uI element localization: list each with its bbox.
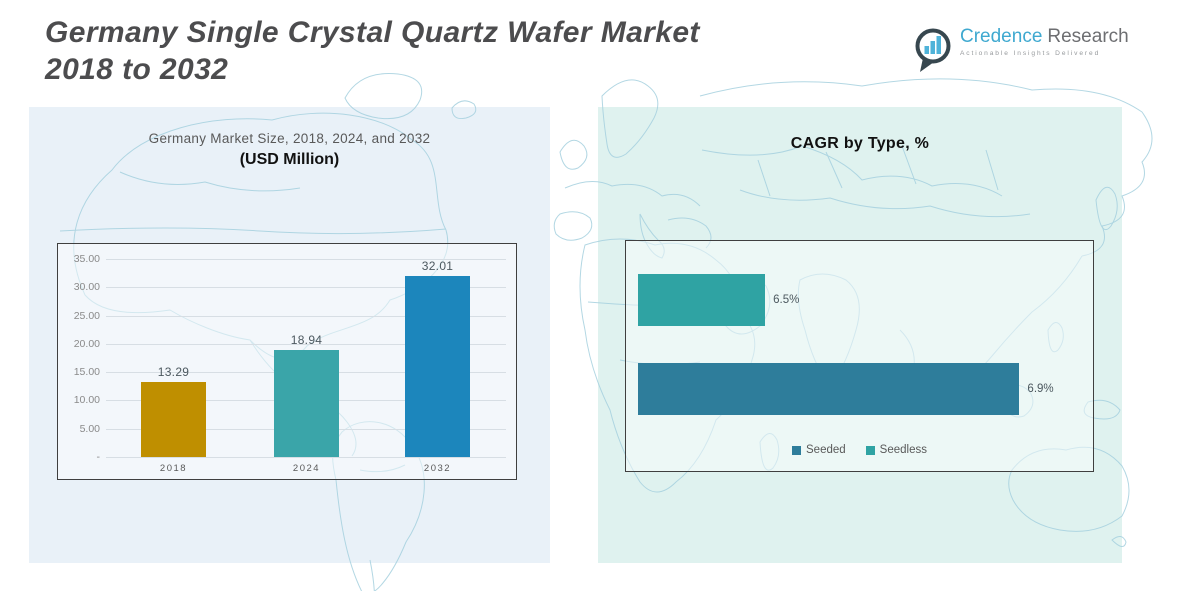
y-axis-tick-label: 15.00	[73, 366, 100, 379]
market-size-bar-chart: 35.00 30.00 25.00 20.00 15.00 10.00 5.00 - 13.29…	[57, 243, 517, 480]
grid-line	[106, 287, 506, 289]
bar-seeded	[638, 363, 1020, 415]
page-title-line1: Germany Single Crystal Quartz Wafer Mark…	[45, 16, 700, 49]
y-axis-tick-label: 5.00	[79, 422, 100, 435]
y-axis-tick-label: 25.00	[73, 309, 100, 322]
bar-seedless	[638, 274, 766, 326]
y-axis-tick-label: 10.00	[73, 394, 100, 407]
chart-legend: Seeded Seedless	[626, 444, 1093, 456]
y-axis-tick-label: -	[96, 451, 101, 463]
legend-swatch-icon	[792, 445, 802, 455]
legend-label: Seedless	[879, 444, 927, 456]
grid-line	[106, 259, 506, 260]
x-axis-category-label: 2032	[423, 463, 452, 474]
page-title: Germany Single Crystal Quartz Wafer Mark…	[45, 14, 700, 88]
page-title-line2: 2018 to 2032	[45, 53, 229, 86]
grid-line	[106, 457, 506, 458]
bar-value-label: 18.94	[290, 332, 323, 347]
left-chart-subtitle: (USD Million)	[239, 151, 340, 168]
grid-line	[106, 315, 506, 317]
right-chart-title: CAGR by Type, %	[790, 135, 930, 152]
legend-swatch-icon	[865, 445, 875, 455]
y-axis-tick-label: 30.00	[73, 281, 100, 294]
bar-value-label: 13.29	[157, 364, 190, 379]
bar-value-label: 6.9%	[1027, 383, 1054, 395]
logo-brand-secondary: Research	[1047, 26, 1129, 47]
cagr-by-type-bar-chart: 6.5% 6.9% Seeded Seedless	[625, 240, 1094, 472]
grid-line	[106, 343, 506, 345]
x-axis-category-label: 2018	[159, 463, 188, 474]
legend-item-seedless: Seedless	[865, 444, 927, 456]
bar-2018	[141, 381, 206, 457]
logo-text: Credence Research Actionable Insights Del…	[960, 26, 1129, 57]
bar-2032	[405, 275, 470, 457]
logo-brand-primary: Credence	[960, 26, 1043, 47]
logo-tagline: Actionable Insights Delivered	[960, 50, 1101, 57]
x-axis-category-label: 2024	[292, 463, 321, 474]
bar-value-label: 6.5%	[773, 294, 800, 306]
bar-2024	[274, 349, 339, 457]
y-axis-tick-label: 20.00	[73, 337, 100, 350]
legend-label: Seeded	[806, 444, 846, 456]
logo-bar-chart-bubble-icon	[915, 28, 951, 72]
y-axis-tick-label: 35.00	[73, 253, 100, 265]
legend-item-seeded: Seeded	[792, 444, 846, 456]
credence-research-logo: Credence Research Actionable Insights Del…	[913, 26, 1129, 74]
bar-value-label: 32.01	[421, 258, 454, 273]
left-chart-title: Germany Market Size, 2018, 2024, and 203…	[148, 131, 431, 146]
